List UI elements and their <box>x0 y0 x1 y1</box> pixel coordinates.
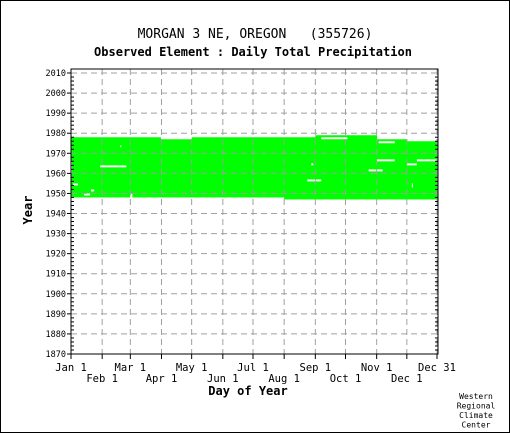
credit-line: Center <box>462 421 491 430</box>
data-gap <box>311 163 314 166</box>
plot-border <box>70 68 439 355</box>
data-gap <box>73 183 79 186</box>
y-tick-label: 2000 <box>46 89 66 99</box>
y-tick-label: 1910 <box>46 270 66 280</box>
y-tick-label: 2010 <box>46 69 66 79</box>
data-gap <box>406 163 417 166</box>
data-gap <box>411 183 413 188</box>
y-axis-label: Year <box>21 196 35 225</box>
y-tick-label: 1880 <box>46 330 66 340</box>
y-tick-label: 1920 <box>46 250 66 260</box>
y-tick-label: 1990 <box>46 109 66 119</box>
data-coverage-segment <box>284 137 316 200</box>
data-coverage-segment <box>191 137 285 198</box>
y-tick-label: 1940 <box>46 210 66 220</box>
x-tick-label: Jul 1 <box>237 362 269 374</box>
y-tick-label: 1900 <box>46 290 66 300</box>
y-tick-label: 1930 <box>46 230 66 240</box>
data-coverage-segment <box>160 139 193 198</box>
data-gap <box>130 193 133 198</box>
plot-background <box>71 69 438 354</box>
x-tick-label: Nov 1 <box>361 362 393 374</box>
data-coverage-segment <box>315 135 378 200</box>
data-gap <box>91 189 95 192</box>
y-tick-label: 1960 <box>46 169 66 179</box>
data-gap <box>84 193 91 196</box>
data-gap <box>120 145 122 148</box>
x-tick-label: Dec 1 <box>391 373 423 385</box>
data-gap <box>307 179 322 182</box>
x-tick-label: Sep 1 <box>300 362 332 374</box>
x-tick-label: May 1 <box>176 362 208 374</box>
x-axis-label: Day of Year <box>208 384 287 398</box>
data-coverage-segment <box>406 141 439 200</box>
y-tick-label: 1950 <box>46 189 66 199</box>
plot-area: 1870 1880 1890 1900 1910 1920 1930 1940 1950 1960… <box>46 68 456 385</box>
y-tick-label: 1980 <box>46 129 66 139</box>
y-tick-label: 1870 <box>46 350 66 360</box>
x-tick-label: Jan 1 <box>55 362 87 374</box>
data-gap <box>321 137 348 140</box>
x-tick-label: Apr 1 <box>146 373 178 385</box>
credit-line: Regional <box>457 402 496 411</box>
data-coverage-segment <box>130 137 161 198</box>
x-tick-label: Aug 1 <box>268 373 300 385</box>
data-gap <box>368 169 383 172</box>
credit-line: Western <box>459 392 493 401</box>
y-tick-label: 1890 <box>46 310 66 320</box>
data-gap <box>378 141 395 144</box>
x-tick-label: Dec 31 <box>418 362 456 374</box>
x-tick-label: Mar 1 <box>115 362 147 374</box>
x-tick-label: Oct 1 <box>330 373 362 385</box>
x-tick-label: Feb 1 <box>86 373 118 385</box>
x-tick-label: Jun 1 <box>207 373 239 385</box>
chart-subtitle: Observed Element : Daily Total Precipita… <box>94 45 412 59</box>
data-gap <box>71 161 73 174</box>
chart-title: MORGAN 3 NE, OREGON (355726) <box>138 27 373 42</box>
data-gap <box>416 159 438 162</box>
data-gap <box>376 159 395 162</box>
y-tick-label: 1970 <box>46 149 66 159</box>
data-gap <box>100 165 127 168</box>
credit-line: Climate <box>459 411 493 420</box>
